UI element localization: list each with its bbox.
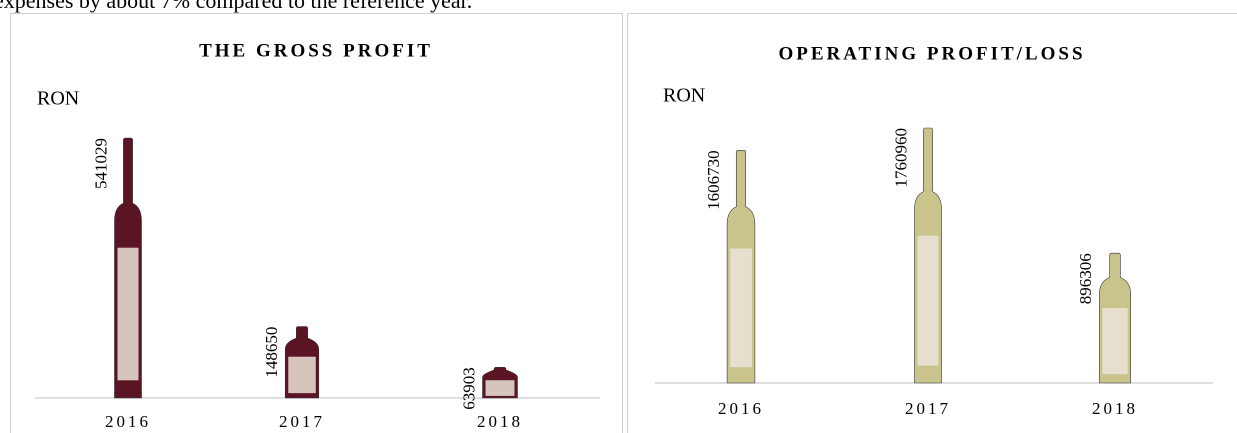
value-label: 896306 xyxy=(1076,253,1095,304)
panel-border xyxy=(627,13,1237,433)
chart-title: THE GROSS PROFIT xyxy=(199,40,433,61)
y-axis-label: RON xyxy=(37,88,79,110)
x-tick-label: 2017 xyxy=(905,399,951,418)
x-tick-label: 2016 xyxy=(105,412,151,431)
bottle-label xyxy=(117,247,139,381)
value-label: 63903 xyxy=(459,367,478,410)
bottle-label xyxy=(1102,307,1128,375)
bottle-label xyxy=(288,356,316,394)
bottle-label xyxy=(730,248,752,368)
x-tick-label: 2016 xyxy=(718,399,764,418)
chart-title: OPERATING PROFIT/LOSS xyxy=(778,43,1085,64)
y-axis-label: RON xyxy=(663,85,705,107)
value-label: 1760960 xyxy=(891,128,910,188)
value-label: 1606730 xyxy=(704,150,723,210)
value-label: 541029 xyxy=(91,138,110,189)
bottle-label xyxy=(917,235,939,366)
x-tick-label: 2018 xyxy=(477,412,523,431)
panel-border xyxy=(10,13,623,433)
value-label: 148650 xyxy=(262,327,281,378)
bottle-label xyxy=(485,380,515,396)
x-tick-label: 2017 xyxy=(279,412,325,431)
x-tick-label: 2018 xyxy=(1092,399,1138,418)
intro-text: expenses by about 7% compared to the ref… xyxy=(0,0,472,13)
